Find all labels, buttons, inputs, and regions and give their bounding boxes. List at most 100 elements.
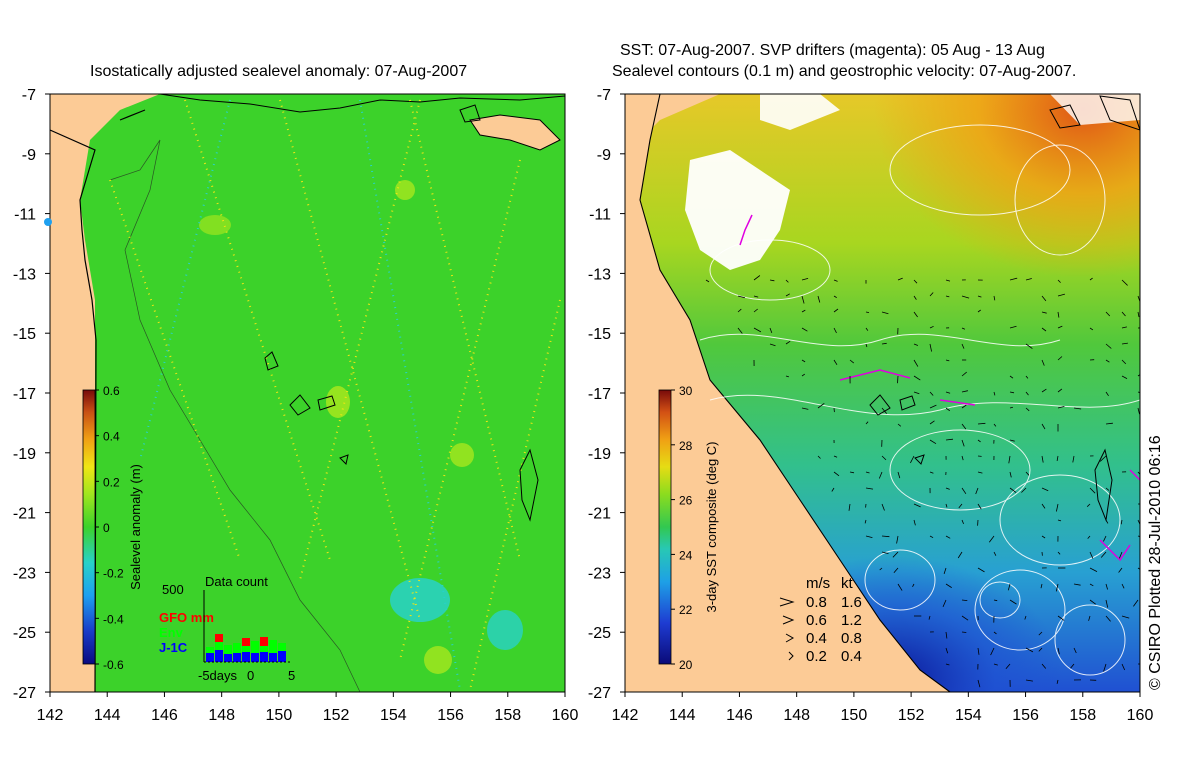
velocity-arrow [929, 404, 937, 409]
velocity-arrow [881, 551, 889, 554]
dc-bar-2-red [215, 634, 223, 642]
velocity-arrow [817, 402, 825, 409]
right-colorbar-bar [658, 389, 672, 665]
velocity-arrow [896, 535, 899, 544]
left-xtick-label: 154 [380, 707, 407, 724]
left-ytick-label: -19 [13, 446, 36, 463]
velocity-arrow [993, 391, 996, 396]
velocity-arrow [945, 407, 951, 412]
velocity-arrow [929, 439, 937, 445]
velocity-arrow [1021, 487, 1027, 493]
velocity-arrow [945, 631, 948, 639]
velocity-arrow [1099, 455, 1107, 462]
velocity-arrow [957, 551, 963, 559]
velocity-arrow [993, 599, 998, 602]
velocity-arrow [897, 277, 903, 281]
velocity-arrow [943, 567, 947, 575]
left-sla-anomaly-4 [424, 646, 452, 674]
velocity-arrow [864, 519, 867, 524]
left-coastline-east [159, 94, 565, 113]
left-ytick-label: -11 [14, 207, 36, 224]
velocity-arrow [945, 279, 951, 282]
right-xtick-label: 144 [669, 707, 696, 724]
right-ytick-label: -17 [588, 386, 611, 403]
velocity-arrow [1009, 471, 1012, 478]
velocity-arrow [929, 343, 932, 352]
right-panel-title-line1: SST: 07-Aug-2007. SVP drifters (magenta)… [620, 42, 1045, 59]
left-altimeter-tracks [109, 99, 561, 691]
right-ytick-label: -25 [588, 625, 611, 642]
velocity-arrow [1055, 583, 1059, 592]
velocity-arrow [1057, 519, 1062, 522]
left-colorbar-ticks: 0.6 0.4 0.2 0 -0.2 -0.4 -0.6 [95, 384, 124, 672]
left-cyan-marker [44, 218, 52, 226]
velocity-arrow [1005, 663, 1011, 670]
velocity-legend-arrow [788, 651, 794, 661]
right-cloud-mask-2 [760, 94, 840, 130]
velocity-arrow [1137, 295, 1140, 303]
velocity-arrow [769, 343, 776, 347]
velocity-arrow [801, 309, 806, 313]
velocity-arrow [865, 327, 869, 331]
velocity-arrow [1009, 391, 1015, 394]
velocity-arrow [1121, 615, 1130, 619]
velocity-arrow [913, 359, 919, 367]
velocity-arrow [929, 325, 934, 329]
velocity-arrow [1057, 406, 1065, 409]
right-colorbar-ticks: 30 28 26 24 22 20 [671, 384, 693, 672]
velocity-arrow [913, 295, 917, 300]
velocity-arrow [1072, 455, 1075, 463]
left-coastline-ne-island [469, 114, 561, 151]
velocity-arrow [977, 471, 983, 474]
left-xtick-label: 160 [552, 707, 579, 724]
velocity-arrow [961, 519, 964, 525]
left-cb-tick-label: -0.2 [103, 567, 124, 581]
velocity-arrow [1057, 647, 1060, 655]
velocity-arrow [1041, 359, 1045, 366]
right-cb-tick-label: 26 [679, 494, 693, 508]
velocity-arrow [1009, 487, 1017, 493]
velocity-arrow [961, 599, 968, 601]
velocity-arrow [1089, 551, 1094, 559]
data-count-legend-item: Env [159, 625, 184, 640]
velocity-arrow [801, 407, 809, 410]
velocity-arrow [1137, 311, 1140, 318]
velocity-arrow [897, 583, 903, 591]
dc-bar-9-green [278, 643, 286, 651]
velocity-arrow [1038, 631, 1043, 636]
right-sealevel-contours [699, 124, 1140, 676]
velocity-arrow [1009, 599, 1017, 605]
dc-bar-2-blue [215, 650, 223, 662]
velocity-arrow [737, 295, 746, 299]
left-xtick-label: 156 [437, 707, 464, 724]
right-ytick-label: -15 [588, 326, 611, 343]
velocity-legend-arrow [779, 597, 795, 607]
velocity-arrow [1057, 279, 1061, 283]
left-sla-anomaly-7 [199, 215, 231, 235]
velocity-arrow [865, 343, 868, 348]
right-drifters [739, 214, 1140, 562]
right-ytick-label: -21 [588, 506, 611, 523]
velocity-arrow [705, 279, 710, 283]
velocity-arrow [929, 471, 934, 474]
velocity-arrow [977, 679, 981, 688]
velocity-arrow [1009, 325, 1017, 329]
left-ytick-label: -21 [13, 506, 36, 523]
velocity-arrow [1009, 406, 1014, 409]
velocity-arrow [913, 519, 916, 526]
velocity-arrow [833, 308, 839, 313]
velocity-arrow [961, 327, 966, 330]
velocity-arrow [942, 599, 947, 608]
velocity-arrow [1105, 343, 1112, 349]
velocity-arrow [849, 471, 855, 474]
left-islands [264, 104, 539, 522]
velocity-arrow [1121, 375, 1128, 379]
velocity-arrow [865, 311, 870, 313]
velocity-arrow [993, 663, 998, 666]
velocity-arrow [945, 583, 952, 588]
velocity-arrow [1056, 503, 1059, 512]
left-ytick-label: -23 [13, 565, 36, 582]
velocity-arrow [1025, 278, 1032, 281]
velocity-arrow [1137, 407, 1140, 415]
velocity-arrow [977, 309, 981, 313]
